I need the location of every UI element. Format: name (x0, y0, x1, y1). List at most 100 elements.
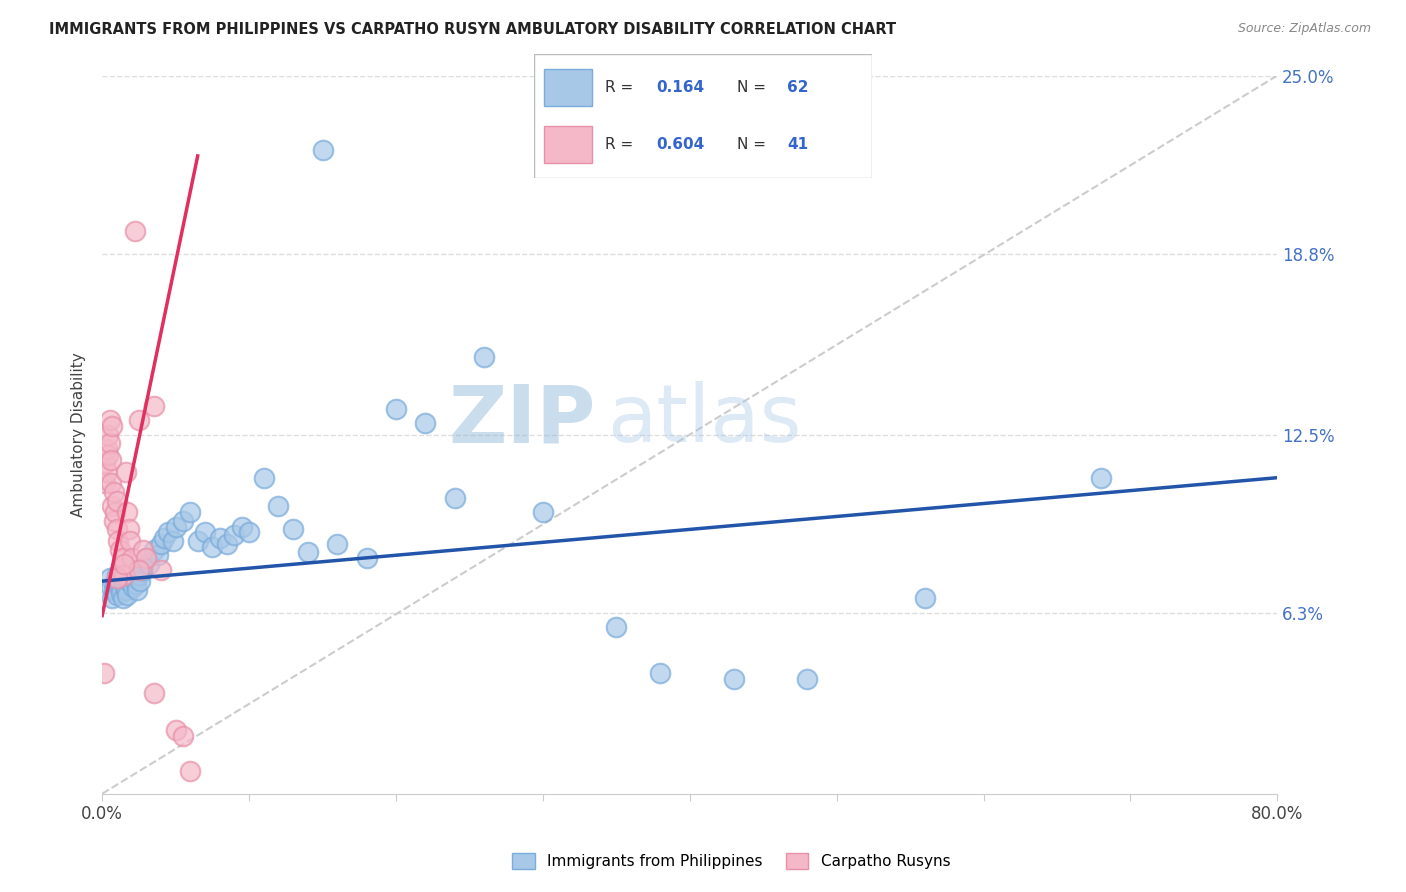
Text: atlas: atlas (607, 381, 801, 459)
Point (132, 542, 155, 557)
Point (122, 580, 145, 594)
Point (97, 448, 120, 462)
Text: R =: R = (605, 137, 638, 153)
Point (172, 514, 194, 528)
Point (115, 589, 138, 603)
Point (108, 542, 131, 557)
FancyBboxPatch shape (544, 126, 592, 163)
Point (267, 500, 290, 514)
Point (98, 436, 121, 450)
Point (1090, 471, 1112, 485)
Point (124, 571, 146, 585)
Point (105, 589, 128, 603)
Point (93, 666, 115, 681)
Point (142, 542, 165, 557)
Point (121, 551, 143, 566)
Point (105, 522, 128, 536)
Text: N =: N = (737, 137, 770, 153)
Point (142, 399, 165, 413)
Point (194, 525, 217, 540)
Point (157, 525, 180, 540)
Point (103, 582, 125, 597)
Point (104, 505, 127, 519)
Point (796, 672, 818, 686)
Point (165, 519, 187, 533)
Point (118, 522, 141, 536)
Point (112, 568, 135, 582)
Point (146, 548, 169, 562)
Point (127, 582, 149, 597)
Point (162, 533, 184, 548)
Point (208, 531, 231, 545)
Point (149, 563, 172, 577)
Point (172, 729, 194, 743)
Point (100, 453, 122, 467)
Point (105, 568, 128, 582)
Point (103, 514, 125, 528)
Point (165, 723, 187, 738)
Point (114, 582, 136, 597)
Point (112, 566, 135, 580)
Text: R =: R = (605, 79, 638, 95)
Point (100, 580, 122, 594)
Point (283, 522, 305, 536)
Point (94, 476, 117, 491)
Point (114, 465, 136, 479)
Point (443, 491, 465, 505)
Point (187, 533, 209, 548)
Point (98, 571, 121, 585)
Point (120, 568, 142, 582)
Point (179, 764, 201, 778)
Text: N =: N = (737, 79, 770, 95)
Point (179, 505, 201, 519)
Point (111, 551, 134, 566)
Point (98, 413, 121, 427)
Point (101, 419, 124, 434)
FancyBboxPatch shape (534, 54, 872, 178)
Point (125, 577, 148, 591)
Point (110, 563, 132, 577)
Point (135, 551, 157, 566)
Text: 62: 62 (787, 79, 808, 95)
Point (472, 350, 495, 364)
Y-axis label: Ambulatory Disability: Ambulatory Disability (72, 352, 86, 517)
Point (104, 577, 127, 591)
Text: Source: ZipAtlas.com: Source: ZipAtlas.com (1237, 22, 1371, 36)
Point (142, 686, 165, 700)
Point (385, 401, 408, 416)
Point (101, 500, 124, 514)
Point (112, 577, 135, 591)
Point (231, 519, 253, 533)
Point (723, 672, 745, 686)
Point (326, 537, 349, 551)
Point (135, 551, 157, 566)
Point (224, 528, 246, 542)
Point (96, 465, 118, 479)
Point (121, 563, 143, 577)
Text: 0.164: 0.164 (655, 79, 704, 95)
Point (415, 416, 437, 430)
Point (132, 563, 155, 577)
Point (238, 525, 260, 540)
Point (128, 413, 150, 427)
Point (115, 505, 138, 519)
Point (605, 620, 627, 634)
Point (107, 574, 129, 588)
Point (108, 580, 131, 594)
Point (94, 456, 117, 470)
Point (128, 568, 150, 582)
Point (531, 505, 554, 519)
Point (297, 545, 319, 559)
Text: 0.604: 0.604 (655, 137, 704, 153)
Point (253, 471, 276, 485)
Point (914, 591, 936, 606)
Point (96, 442, 118, 456)
Text: ZIP: ZIP (449, 381, 596, 459)
Point (103, 485, 125, 500)
Point (149, 537, 172, 551)
Point (356, 551, 378, 566)
Point (97, 427, 120, 442)
Point (650, 666, 672, 681)
Point (128, 563, 150, 577)
Point (112, 557, 135, 571)
